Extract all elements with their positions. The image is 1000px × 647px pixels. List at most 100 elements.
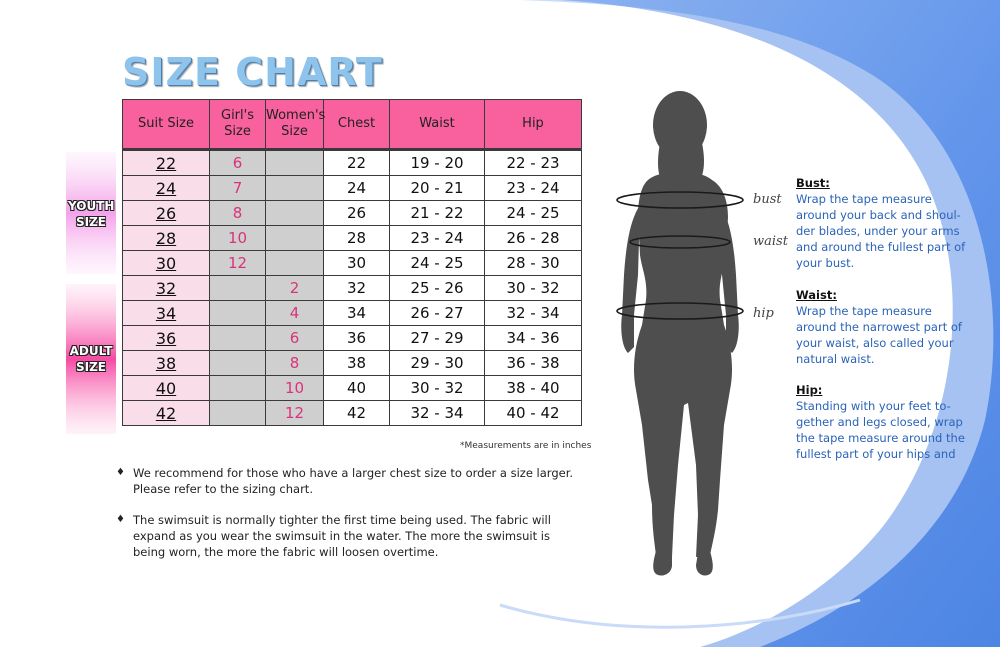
waist-cell: 32 - 34: [389, 400, 485, 426]
page-title: SIZE CHART: [122, 50, 383, 94]
header-waist: Waist: [389, 99, 485, 150]
suit-size-cell: 38: [122, 350, 210, 376]
table-row: 30 12 30 24 - 25 28 - 30: [122, 250, 582, 276]
chest-cell: 36: [323, 325, 390, 351]
hip-cell: 26 - 28: [484, 225, 582, 251]
hip-cell: 28 - 30: [484, 250, 582, 276]
header-girls-size: Girl's Size: [209, 99, 266, 150]
header-hip: Hip: [484, 99, 582, 150]
hip-cell: 32 - 34: [484, 300, 582, 326]
suit-size-cell: 22: [122, 149, 210, 176]
hip-cell: 30 - 32: [484, 275, 582, 301]
list-item: ♦ We recommend for those who have a large…: [116, 466, 574, 496]
woman-silhouette-icon: [616, 91, 744, 576]
waist-cell: 25 - 26: [389, 275, 485, 301]
table-row: 24 7 24 20 - 21 23 - 24: [122, 175, 582, 201]
waist-cell: 26 - 27: [389, 300, 485, 326]
waist-cell: 19 - 20: [389, 149, 485, 176]
girls-size-cell: [209, 375, 266, 401]
waist-figure-label: waist: [753, 234, 788, 249]
waist-cell: 29 - 30: [389, 350, 485, 376]
girls-size-cell: 7: [209, 175, 266, 201]
suit-size-cell: 24: [122, 175, 210, 201]
girls-size-cell: 10: [209, 225, 266, 251]
waist-cell: 30 - 32: [389, 375, 485, 401]
chest-cell: 28: [323, 225, 390, 251]
table-header-row: Suit Size Girl's Size Women's Size Chest…: [122, 99, 582, 150]
womens-size-cell: 6: [265, 325, 324, 351]
hip-cell: 23 - 24: [484, 175, 582, 201]
girls-size-cell: 6: [209, 149, 266, 176]
waist-text: Wrap the tape measure around the narrowe…: [796, 304, 962, 366]
suit-size-cell: 32: [122, 275, 210, 301]
girls-size-cell: 8: [209, 200, 266, 226]
table-row: 26 8 26 21 - 22 24 - 25: [122, 200, 582, 226]
waist-cell: 24 - 25: [389, 250, 485, 276]
bust-heading: Bust:: [796, 176, 830, 190]
waist-instructions: Waist: Wrap the tape measure around the …: [796, 287, 966, 367]
chest-cell: 32: [323, 275, 390, 301]
womens-size-cell: 8: [265, 350, 324, 376]
suit-size-cell: 26: [122, 200, 210, 226]
chest-cell: 22: [323, 149, 390, 176]
hip-cell: 38 - 40: [484, 375, 582, 401]
hip-cell: 24 - 25: [484, 200, 582, 226]
chest-cell: 26: [323, 200, 390, 226]
table-row: 34 4 34 26 - 27 32 - 34: [122, 300, 582, 326]
hip-cell: 34 - 36: [484, 325, 582, 351]
bust-text: Wrap the tape measure around your back a…: [796, 192, 966, 270]
youth-size-label: YOUTH SIZE: [68, 199, 115, 229]
waist-cell: 23 - 24: [389, 225, 485, 251]
girls-size-cell: [209, 300, 266, 326]
header-chest: Chest: [323, 99, 390, 150]
womens-size-cell: 10: [265, 375, 324, 401]
bust-figure-label: bust: [753, 192, 782, 207]
girls-size-cell: [209, 325, 266, 351]
header-womens-size: Women's Size: [265, 99, 325, 150]
chest-cell: 42: [323, 400, 390, 426]
hip-text: Standing with your feet to-gether and le…: [796, 399, 965, 461]
girls-size-cell: [209, 275, 266, 301]
womens-size-cell: [265, 250, 324, 276]
waist-cell: 21 - 22: [389, 200, 485, 226]
table-row: 38 8 38 29 - 30 36 - 38: [122, 350, 582, 376]
suit-size-cell: 36: [122, 325, 210, 351]
suit-size-cell: 30: [122, 250, 210, 276]
womens-size-cell: [265, 225, 324, 251]
suit-size-cell: 42: [122, 400, 210, 426]
hip-instructions: Hip: Standing with your feet to-gether a…: [796, 382, 966, 462]
waist-cell: 27 - 29: [389, 325, 485, 351]
womens-size-cell: [265, 200, 324, 226]
womens-size-cell: [265, 175, 324, 201]
bullet-icon: ♦: [116, 514, 125, 525]
bullet-icon: ♦: [116, 467, 125, 478]
size-chart-table: Suit Size Girl's Size Women's Size Chest…: [122, 99, 582, 426]
adult-size-label: ADULT SIZE: [69, 344, 113, 374]
hip-cell: 36 - 38: [484, 350, 582, 376]
suit-size-cell: 28: [122, 225, 210, 251]
recommendation-list: ♦ We recommend for those who have a large…: [114, 465, 584, 575]
header-suit-size: Suit Size: [122, 99, 210, 150]
waist-heading: Waist:: [796, 288, 837, 302]
chest-cell: 30: [323, 250, 390, 276]
womens-size-cell: 4: [265, 300, 324, 326]
table-row: 32 2 32 25 - 26 30 - 32: [122, 275, 582, 301]
suit-size-cell: 34: [122, 300, 210, 326]
chest-cell: 40: [323, 375, 390, 401]
hip-figure-label: hip: [753, 306, 774, 321]
hip-heading: Hip:: [796, 383, 823, 397]
suit-size-cell: 40: [122, 375, 210, 401]
table-row: 40 10 40 30 - 32 38 - 40: [122, 375, 582, 401]
hip-cell: 22 - 23: [484, 149, 582, 176]
table-row: 42 12 42 32 - 34 40 - 42: [122, 400, 582, 426]
womens-size-cell: 2: [265, 275, 324, 301]
table-row: 22 6 22 19 - 20 22 - 23: [122, 149, 582, 176]
waist-cell: 20 - 21: [389, 175, 485, 201]
womens-size-cell: [265, 149, 324, 176]
hip-cell: 40 - 42: [484, 400, 582, 426]
girls-size-cell: 12: [209, 250, 266, 276]
table-row: 28 10 28 23 - 24 26 - 28: [122, 225, 582, 251]
girls-size-cell: [209, 350, 266, 376]
girls-size-cell: [209, 400, 266, 426]
